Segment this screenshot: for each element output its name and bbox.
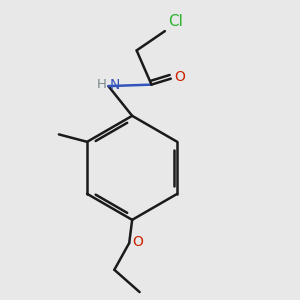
Text: Cl: Cl [168,14,183,29]
Text: O: O [132,236,143,249]
Text: O: O [174,70,185,84]
Text: N: N [110,78,120,92]
Text: H: H [97,78,107,91]
